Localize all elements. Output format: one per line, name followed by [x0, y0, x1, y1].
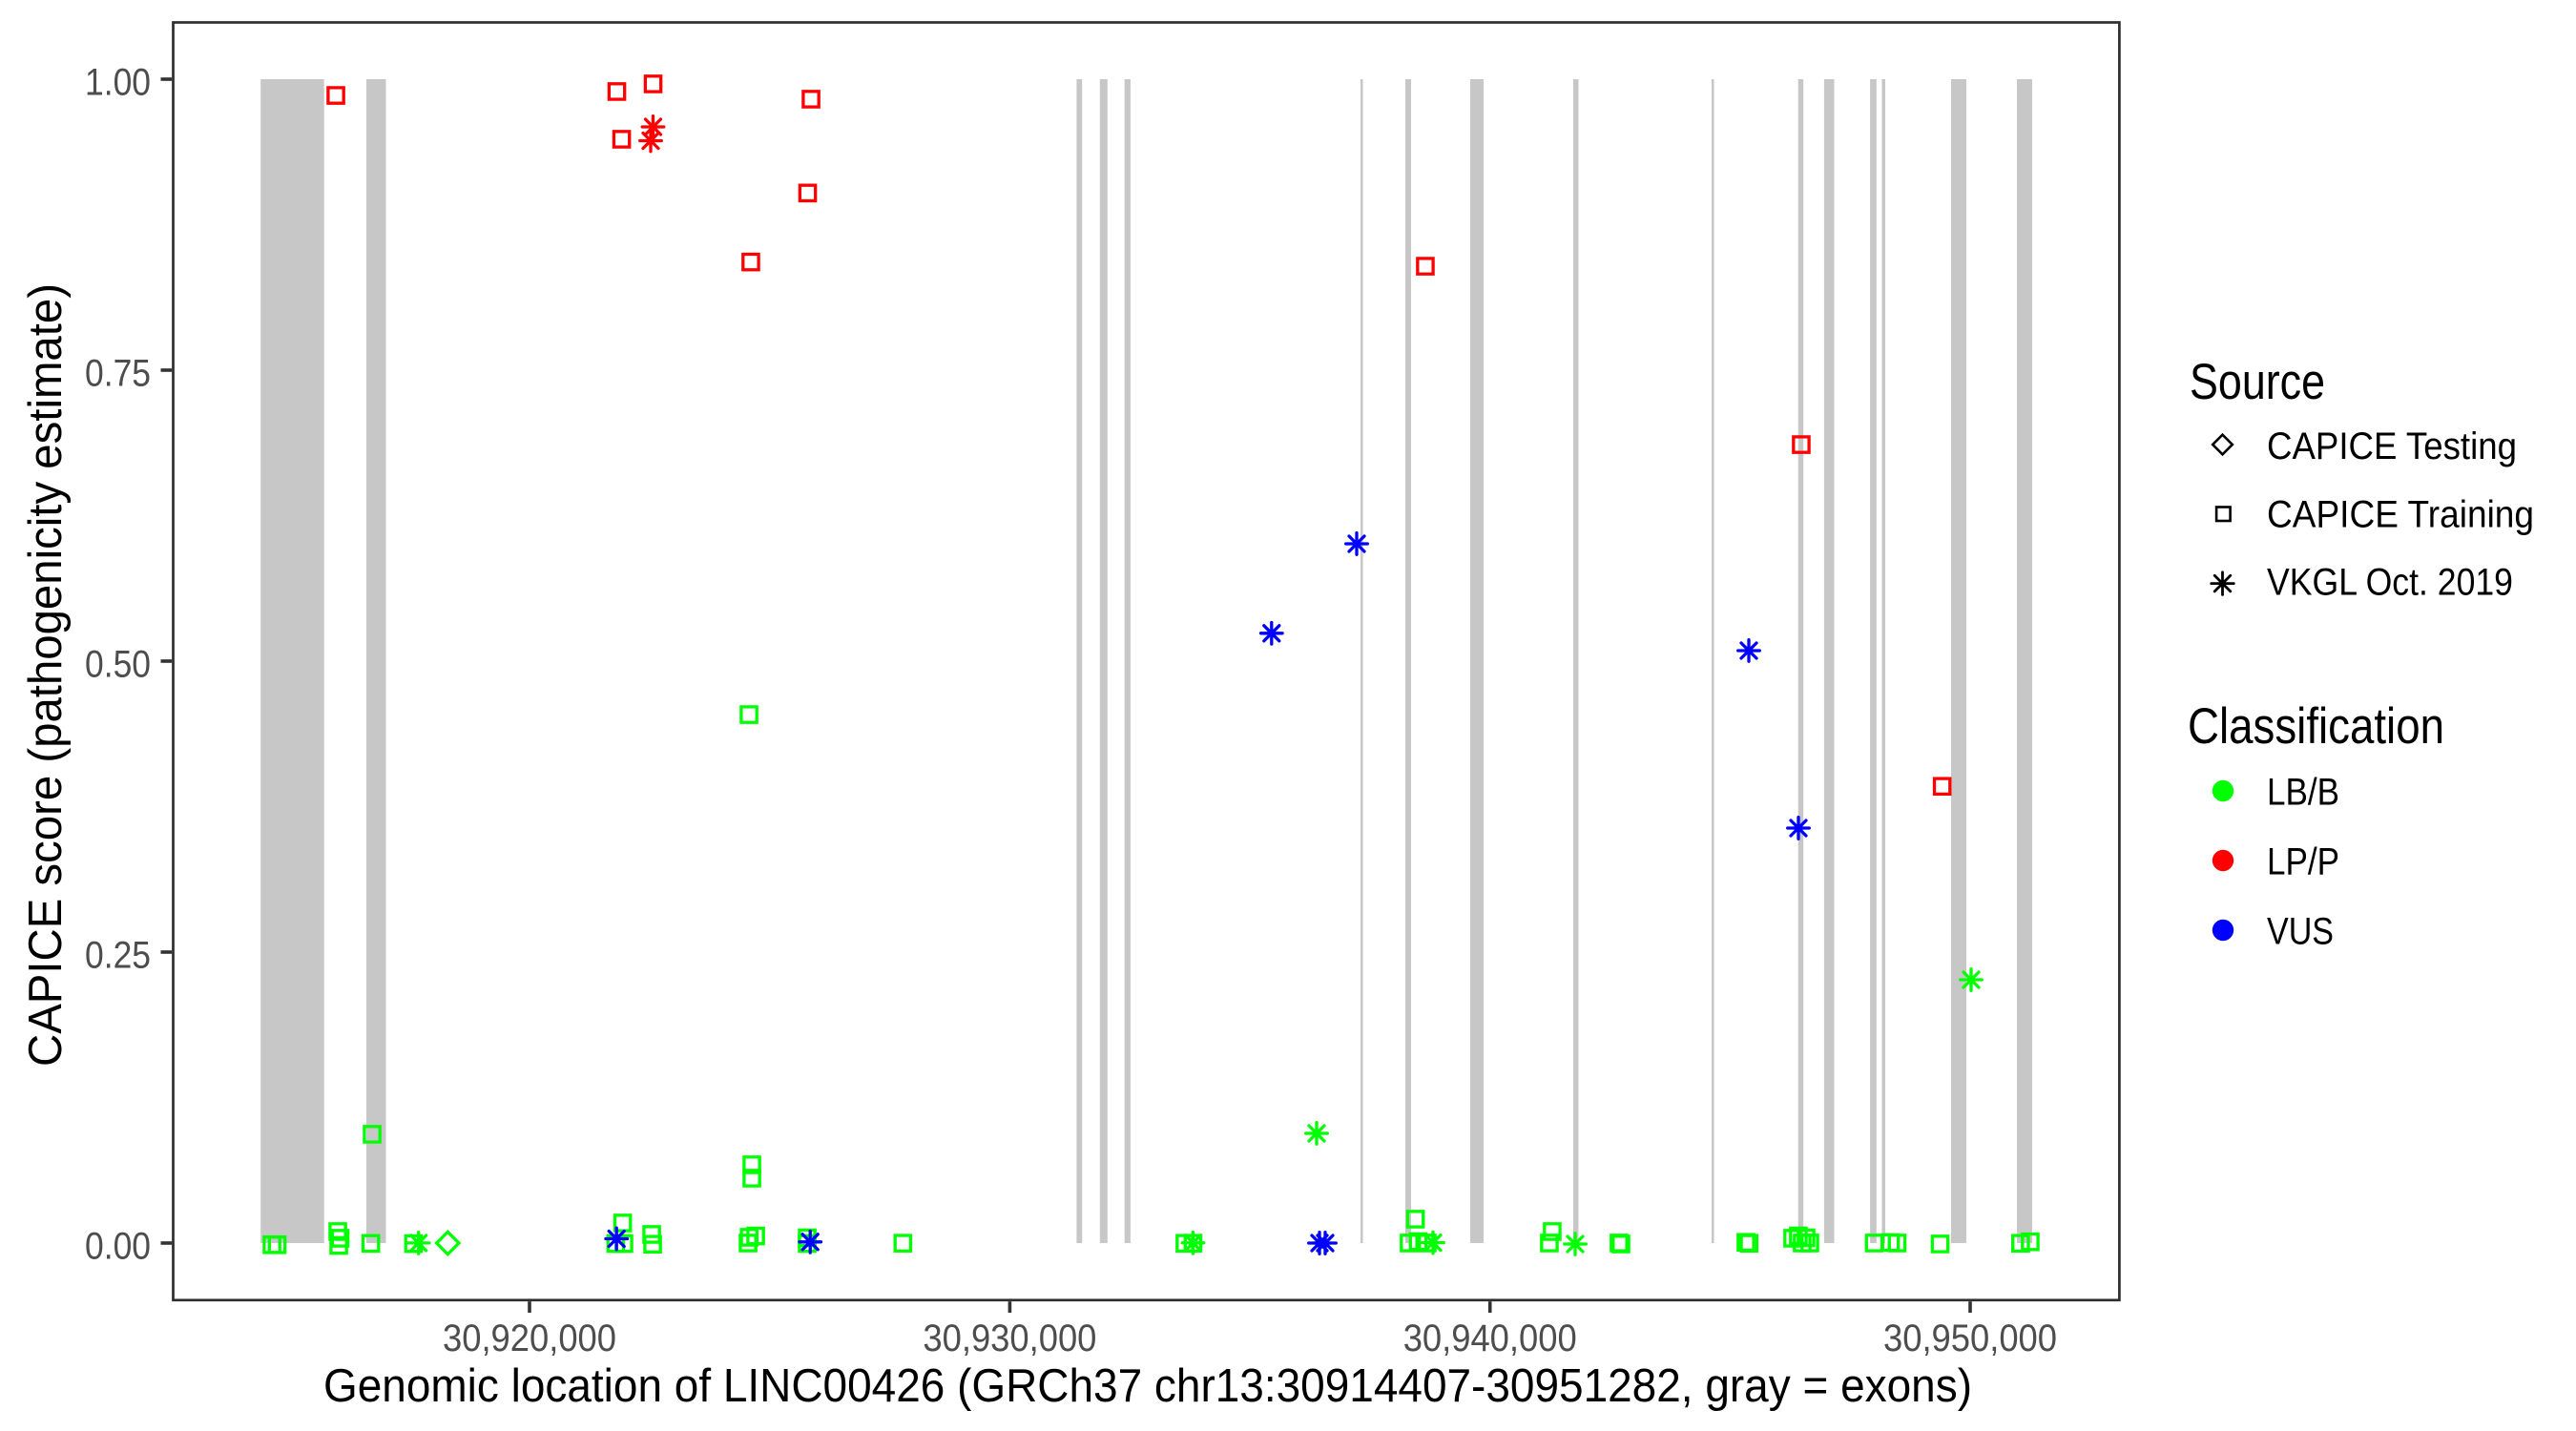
svg-text:VKGL Oct. 2019: VKGL Oct. 2019 [2267, 561, 2513, 603]
svg-text:1.00: 1.00 [85, 62, 151, 104]
svg-text:LB/B: LB/B [2267, 772, 2339, 814]
svg-text:30,930,000: 30,930,000 [923, 1317, 1096, 1359]
svg-text:30,950,000: 30,950,000 [1883, 1317, 2057, 1359]
svg-text:0.00: 0.00 [85, 1226, 151, 1268]
svg-text:Classification: Classification [2188, 698, 2444, 755]
svg-text:30,920,000: 30,920,000 [443, 1317, 616, 1359]
svg-text:CAPICE Testing: CAPICE Testing [2267, 425, 2517, 467]
svg-text:0.50: 0.50 [85, 644, 151, 686]
svg-text:CAPICE Training: CAPICE Training [2267, 494, 2534, 536]
svg-text:Genomic location of LINC00426: Genomic location of LINC00426 (GRCh37 ch… [323, 1360, 1972, 1412]
svg-text:VUS: VUS [2267, 911, 2334, 953]
svg-text:0.75: 0.75 [85, 353, 151, 395]
svg-text:Source: Source [2190, 354, 2325, 410]
svg-text:LP/P: LP/P [2267, 841, 2339, 883]
svg-text:0.25: 0.25 [85, 935, 151, 977]
svg-text:CAPICE score (pathogenicity es: CAPICE score (pathogenicity estimate) [20, 283, 72, 1067]
svg-text:30,940,000: 30,940,000 [1403, 1317, 1577, 1359]
